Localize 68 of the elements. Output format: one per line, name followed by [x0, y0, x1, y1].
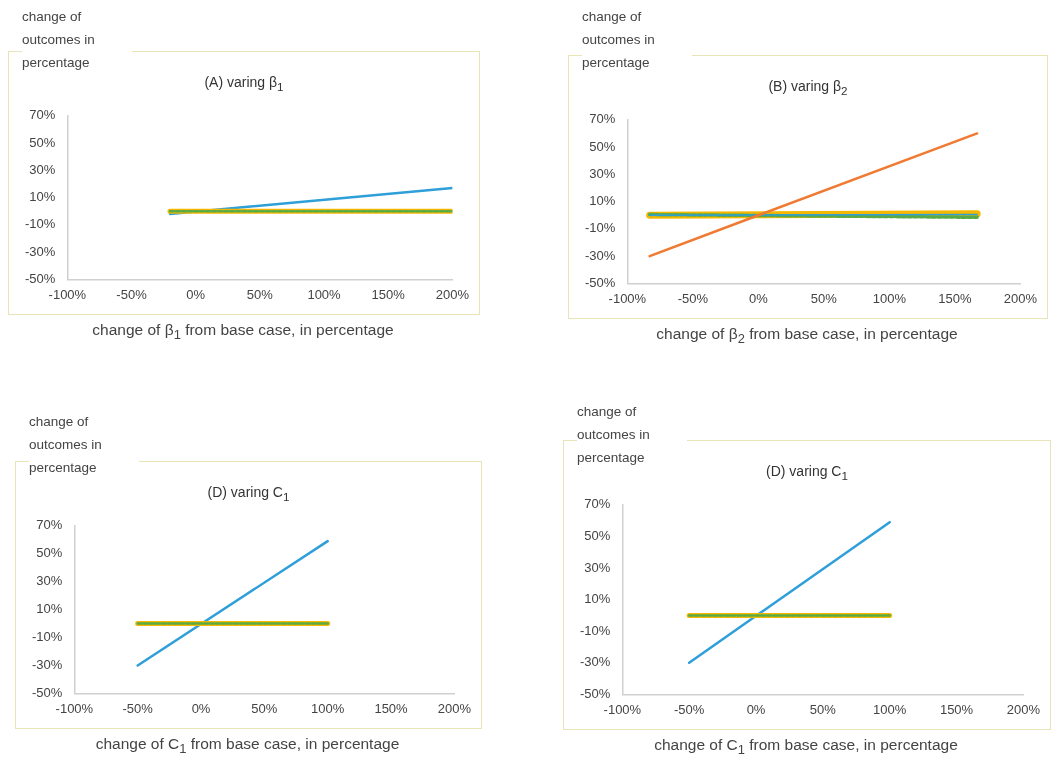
- x-axis-title: change of C$_{1}$ from base case, in percentage: [653, 736, 959, 758]
- y-tick-label: 70%: [29, 107, 56, 123]
- y-tick-label: -10%: [31, 629, 63, 645]
- x-tick-label: -100%: [55, 700, 94, 716]
- x-tick-label: 0%: [748, 290, 769, 306]
- y-tick-label: 30%: [589, 165, 616, 181]
- y-axis-title: change of outcomes in percentage: [582, 5, 692, 74]
- x-tick-label: 150%: [371, 286, 406, 302]
- y-tick-label: -10%: [579, 622, 611, 638]
- y-tick-label: 10%: [584, 591, 611, 607]
- x-tick-label: -50%: [674, 701, 705, 717]
- y-tick-label: 10%: [589, 193, 616, 209]
- x-tick-label: -100%: [603, 701, 642, 717]
- x-tick-label: -50%: [677, 290, 709, 306]
- x-axis-title: change of C$_{1}$ from base case, in percentage: [94, 735, 401, 757]
- x-tick-label: 0%: [746, 701, 766, 717]
- chart-title: (D) varing C$_{1}$: [206, 484, 291, 503]
- x-tick-label: -100%: [608, 290, 647, 306]
- y-tick-label: 50%: [584, 527, 611, 543]
- y-tick-label: 50%: [589, 138, 616, 154]
- y-axis-title: change of outcomes in percentage: [577, 400, 687, 469]
- x-tick-label: 50%: [246, 286, 274, 302]
- x-tick-label: 50%: [810, 290, 838, 306]
- y-tick-label: -30%: [31, 657, 63, 673]
- x-tick-label: 100%: [311, 700, 345, 716]
- chart-title: (A) varing β$_{1}$: [203, 74, 285, 93]
- x-tick-label: -50%: [122, 700, 154, 716]
- y-tick-label: -50%: [579, 685, 611, 701]
- x-tick-label: 200%: [435, 286, 470, 302]
- x-tick-label: 50%: [809, 701, 837, 717]
- y-tick-label: -50%: [31, 684, 63, 700]
- x-axis-title: change of β$_{2}$ from base case, in percentage: [655, 325, 959, 347]
- y-tick-label: 50%: [29, 134, 56, 150]
- x-tick-label: 150%: [938, 290, 972, 306]
- chart-title: (B) varing β$_{2}$: [767, 78, 849, 97]
- y-axis-title: change of outcomes in percentage: [22, 5, 132, 74]
- x-tick-label: -100%: [48, 286, 87, 302]
- x-tick-label: 200%: [437, 700, 472, 716]
- x-tick-label: 150%: [939, 701, 974, 717]
- x-tick-label: 100%: [307, 286, 342, 302]
- y-tick-label: -30%: [24, 243, 56, 259]
- y-tick-label: -30%: [579, 654, 611, 670]
- y-tick-label: 10%: [29, 189, 56, 205]
- chart-title: (D) varing C$_{1}$: [766, 463, 848, 482]
- x-tick-label: 100%: [872, 290, 907, 306]
- y-tick-label: 70%: [584, 496, 611, 512]
- y-tick-label: 70%: [589, 111, 616, 127]
- y-tick-label: -10%: [24, 216, 56, 232]
- x-axis-title: change of β$_{1}$ from base case, in percentage: [91, 321, 395, 343]
- x-tick-label: 200%: [1006, 701, 1041, 717]
- y-tick-label: -10%: [584, 220, 616, 236]
- x-tick-label: 0%: [191, 700, 211, 716]
- x-tick-label: 150%: [374, 700, 409, 716]
- y-tick-label: -50%: [24, 270, 56, 286]
- y-axis-title: change of outcomes in percentage: [29, 410, 139, 479]
- x-tick-label: 100%: [873, 701, 907, 717]
- y-tick-label: 30%: [29, 161, 56, 177]
- y-tick-label: 50%: [36, 545, 63, 561]
- y-tick-label: -50%: [584, 274, 616, 290]
- x-tick-label: 0%: [186, 286, 206, 302]
- y-tick-label: -30%: [584, 247, 616, 263]
- y-tick-label: 30%: [584, 559, 611, 575]
- x-tick-label: 50%: [251, 700, 278, 716]
- y-tick-label: 70%: [36, 517, 63, 533]
- x-tick-label: -50%: [116, 286, 148, 302]
- y-tick-label: 10%: [36, 601, 63, 617]
- x-tick-label: 200%: [1003, 290, 1038, 306]
- y-tick-label: 30%: [36, 573, 63, 589]
